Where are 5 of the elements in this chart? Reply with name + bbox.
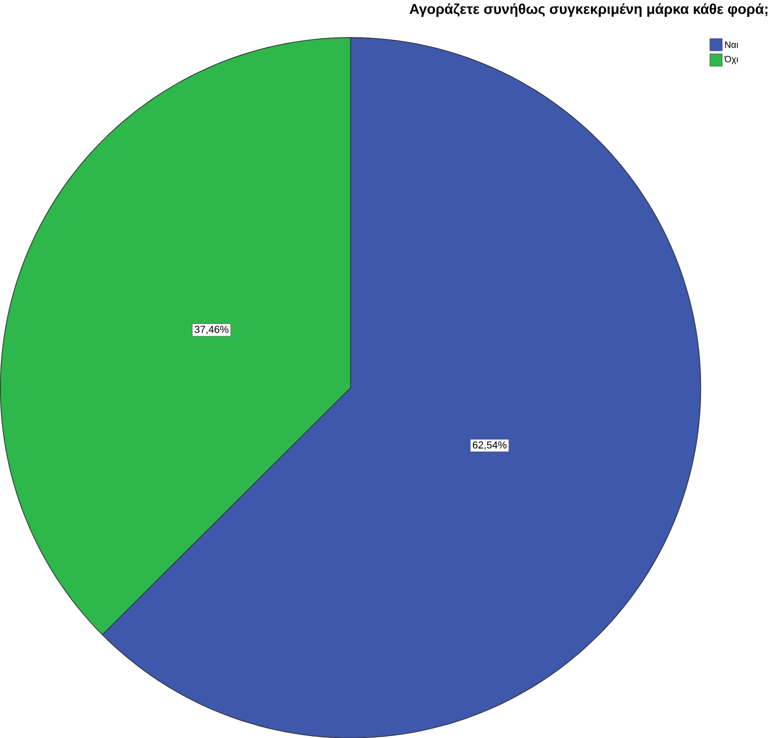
chart-title: Αγοράζετε συνήθως συγκεκριμένη μάρκα κάθε φορά; [410,3,768,17]
slice-label: Ναι [725,41,738,48]
data-label: 62,54% [472,441,507,450]
legend-label: Όχι [724,56,738,64]
data-label: 37,46% [194,326,228,334]
